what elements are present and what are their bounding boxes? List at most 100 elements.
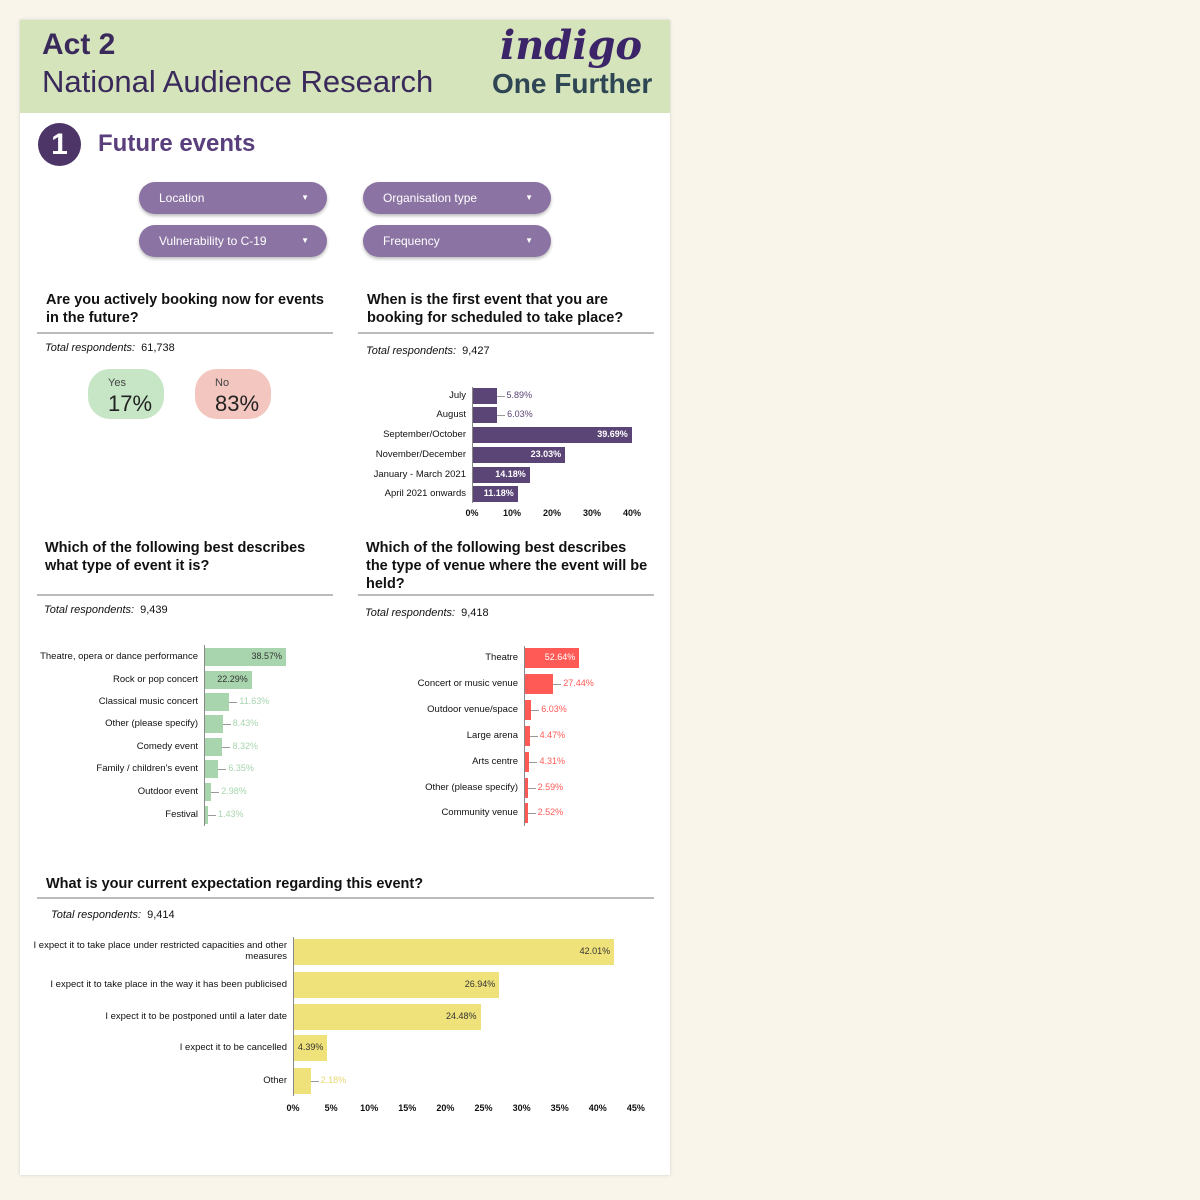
expect-tick-label: 35% (550, 1103, 569, 1113)
timing-value-label: 5.89% (506, 390, 533, 400)
report-title: National Audience Research (42, 64, 434, 99)
expect-tick-label: 5% (324, 1103, 338, 1113)
expect-tick-label: 15% (398, 1103, 417, 1113)
respondents-label: Total respondents: (366, 345, 457, 357)
frequency-dropdown[interactable]: Frequency ▼ (363, 225, 551, 257)
venue-bar[interactable] (525, 726, 530, 746)
type-bar[interactable] (205, 693, 230, 711)
timing-bar[interactable] (473, 388, 497, 404)
expectation-question: What is your current expectation regardi… (46, 876, 424, 892)
venue-leader-line (531, 710, 540, 711)
expect-value-label: 26.94% (464, 979, 496, 989)
type-respondents: Total respondents: 9,439 (44, 604, 168, 616)
expect-bar[interactable] (294, 1068, 311, 1094)
respondents-count: 9,439 (140, 604, 168, 616)
venue-leader-line (527, 788, 536, 789)
divider (37, 332, 333, 334)
type-value-label: 22.29% (217, 674, 248, 684)
type-category-label: Family / children's event (96, 763, 198, 774)
type-bar[interactable] (205, 648, 286, 666)
expect-tick-label: 45% (626, 1103, 645, 1113)
type-bar[interactable] (205, 806, 208, 824)
expect-category-label: I expect it to take place in the way it … (50, 979, 287, 990)
expect-bar[interactable] (294, 1004, 481, 1030)
vulnerability-dropdown[interactable]: Vulnerability to C-19 ▼ (139, 225, 327, 257)
timing-bar[interactable] (473, 407, 498, 423)
venue-leader-line (527, 813, 536, 814)
type-category-label: Theatre, opera or dance performance (40, 651, 198, 662)
timing-tick-label: 30% (582, 508, 602, 518)
timing-value-label: 23.03% (530, 449, 562, 459)
venue-axis-line (524, 646, 525, 826)
type-bar[interactable] (205, 671, 252, 689)
caret-down-icon: ▼ (525, 236, 533, 245)
type-bar[interactable] (205, 783, 212, 801)
type-bar[interactable] (205, 715, 223, 733)
dashboard-card (20, 20, 670, 1175)
divider (37, 594, 333, 596)
expect-bar[interactable] (294, 1035, 328, 1061)
q1-respondents: Total respondents: 61,738 (45, 342, 175, 354)
venue-category-label: Outdoor venue/space (427, 704, 518, 715)
type-value-label: 8.43% (232, 718, 259, 728)
expect-tick-label: 40% (588, 1103, 607, 1113)
timing-bar[interactable] (473, 447, 566, 463)
type-leader-line (222, 747, 231, 748)
divider (358, 332, 654, 334)
respondents-label: Total respondents: (44, 604, 135, 616)
type-bar[interactable] (205, 760, 219, 778)
type-category-label: Rock or pop concert (112, 674, 198, 685)
divider (37, 897, 654, 899)
venue-bar[interactable] (525, 648, 580, 668)
venue-bar[interactable] (525, 674, 554, 694)
type-value-label: 11.63% (239, 696, 270, 706)
venue-value-label: 4.31% (539, 756, 565, 766)
timing-bar[interactable] (473, 467, 530, 483)
respondents-label: Total respondents: (365, 607, 456, 619)
timing-tick-label: 10% (502, 508, 522, 518)
type-value-label: 8.32% (232, 741, 258, 751)
venue-leader-line (529, 762, 538, 763)
expect-bar[interactable] (294, 972, 500, 998)
timing-category-label: January - March 2021 (373, 469, 466, 480)
timing-respondents: Total respondents: 9,427 (366, 345, 490, 357)
venue-value-label: 4.47% (539, 730, 566, 740)
respondents-label: Total respondents: (45, 342, 136, 354)
timing-bar[interactable] (473, 486, 518, 502)
venue-question: Which of the following best describes th… (366, 540, 648, 592)
location-dropdown[interactable]: Location ▼ (139, 182, 327, 214)
venue-respondents: Total respondents: 9,418 (365, 607, 489, 619)
timing-leader-line (496, 396, 505, 397)
venue-value-label: 2.59% (537, 782, 564, 792)
type-question: Which of the following best describes wh… (45, 540, 306, 574)
venue-bar[interactable] (525, 752, 530, 772)
organisation-type-dropdown[interactable]: Organisation type ▼ (363, 182, 551, 214)
venue-leader-line (529, 736, 538, 737)
timing-category-label: November/December (375, 449, 466, 460)
venue-category-label: Theatre (485, 652, 518, 663)
act-label: Act 2 (42, 28, 116, 61)
type-bar[interactable] (205, 738, 223, 756)
expect-tick-label: 30% (512, 1103, 531, 1113)
expectation-respondents: Total respondents: 9,414 (51, 909, 175, 921)
q1-question: Are you actively booking now for events … (46, 292, 324, 326)
timing-bar[interactable] (473, 427, 632, 443)
venue-bar[interactable] (525, 803, 528, 823)
venue-bar[interactable] (525, 778, 528, 798)
logo-one-further: One Further (492, 68, 653, 99)
expect-value-label: 2.18% (320, 1075, 347, 1085)
dropdown-label: Frequency (383, 234, 440, 248)
timing-category-label: September/October (383, 429, 466, 440)
expect-tick-label: 20% (436, 1103, 455, 1113)
timing-axis-line (472, 387, 473, 503)
expect-bar[interactable] (294, 939, 615, 965)
venue-bar[interactable] (525, 700, 532, 720)
timing-tick-label: 0% (465, 508, 479, 518)
expect-category-label: I expect it to be cancelled (179, 1042, 287, 1053)
dropdown-label: Vulnerability to C-19 (159, 234, 267, 248)
caret-down-icon: ▼ (301, 193, 309, 202)
expect-tick-label: 0% (286, 1103, 300, 1113)
type-leader-line (218, 769, 227, 770)
venue-value-label: 2.52% (537, 807, 564, 817)
type-value-label: 2.98% (221, 786, 247, 796)
